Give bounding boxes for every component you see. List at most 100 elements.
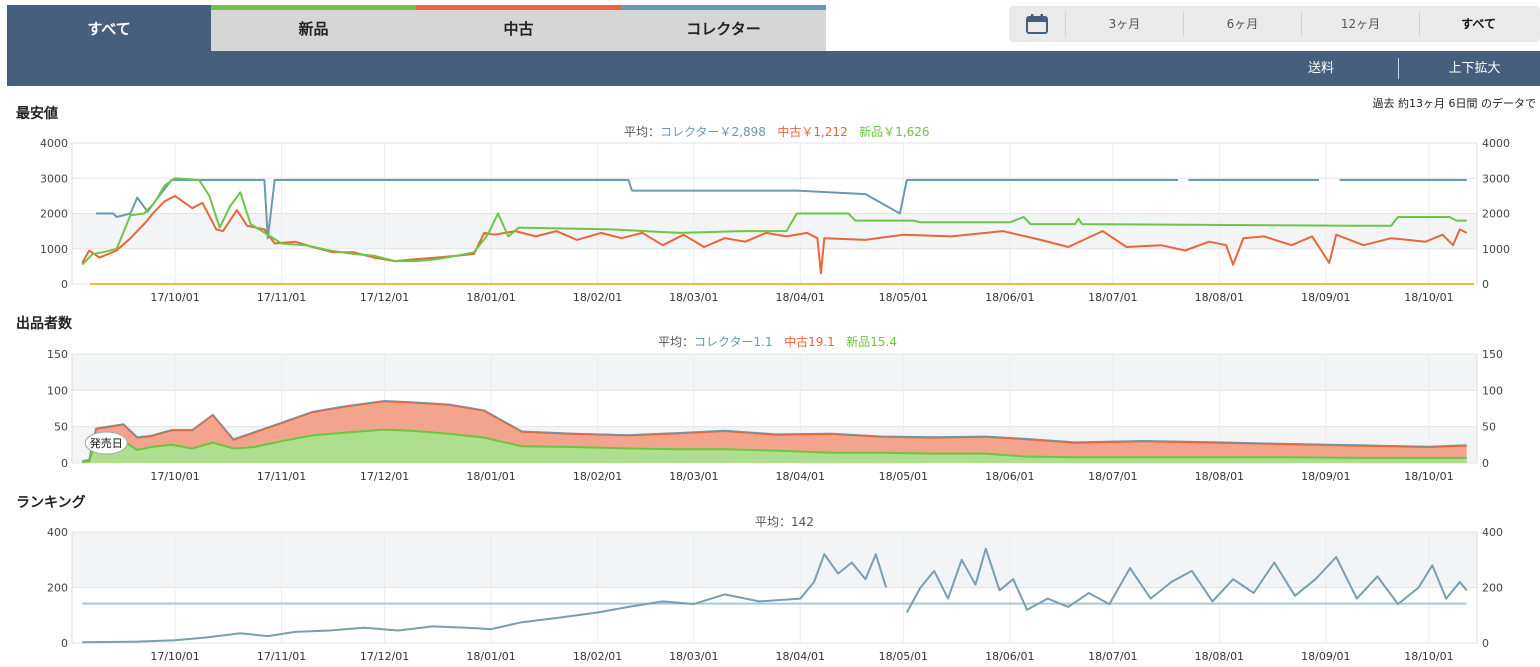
condition-tabs: すべて 新品 中古 コレクター bbox=[7, 5, 826, 51]
y-tick-label: 0 bbox=[1482, 457, 1489, 470]
y-tick-label: 0 bbox=[61, 637, 68, 650]
series-line-collector bbox=[82, 399, 1467, 462]
x-tick-label: 17/10/01 bbox=[150, 650, 199, 663]
y-tick-label: 3000 bbox=[1482, 172, 1510, 185]
x-tick-label: 18/07/01 bbox=[1088, 470, 1137, 483]
series-line-used bbox=[82, 400, 1467, 463]
series-line-collector bbox=[96, 179, 1179, 240]
x-tick-label: 18/07/01 bbox=[1088, 291, 1137, 304]
x-tick-label: 18/02/01 bbox=[573, 291, 622, 304]
y-tick-label: 3000 bbox=[40, 172, 68, 185]
y-tick-label: 0 bbox=[1482, 278, 1489, 291]
avg-collector: コレクター￥2,898 bbox=[660, 125, 766, 139]
top-bar: すべて 新品 中古 コレクター 3ヶ月 6ヶ月 12ヶ月 すべて 送 bbox=[0, 0, 1540, 86]
shipping-button[interactable]: 送料 bbox=[1307, 61, 1334, 76]
x-tick-label: 18/07/01 bbox=[1088, 650, 1137, 663]
tab-all-label: すべて bbox=[87, 19, 131, 38]
tab-used[interactable]: 中古 bbox=[416, 5, 621, 51]
x-tick-label: 18/04/01 bbox=[776, 650, 825, 663]
y-tick-label: 50 bbox=[1482, 421, 1496, 434]
avg-prefix: 平均： bbox=[658, 335, 695, 349]
series-line-new bbox=[82, 428, 1467, 464]
sellers-title: 出品者数 bbox=[16, 316, 72, 332]
tab-accent bbox=[621, 5, 826, 10]
range-selector: 3ヶ月 6ヶ月 12ヶ月 すべて bbox=[1009, 6, 1540, 42]
x-tick-label: 18/09/01 bbox=[1301, 291, 1350, 304]
x-tick-label: 17/10/01 bbox=[150, 291, 199, 304]
avg-used: 中古19.1 bbox=[784, 335, 835, 349]
avg-collector: コレクター1.1 bbox=[694, 335, 773, 349]
tab-collector[interactable]: コレクター bbox=[621, 5, 826, 51]
x-tick-label: 18/08/01 bbox=[1195, 470, 1244, 483]
sellers-average: 平均：コレクター1.1 中古19.1 新品15.4 bbox=[658, 333, 897, 350]
x-tick-label: 18/03/01 bbox=[669, 470, 718, 483]
x-tick-label: 18/05/01 bbox=[879, 291, 928, 304]
x-tick-label: 18/05/01 bbox=[879, 650, 928, 663]
y-tick-label: 400 bbox=[47, 526, 68, 539]
y-tick-label: 200 bbox=[1482, 582, 1503, 595]
range-6-months[interactable]: 6ヶ月 bbox=[1183, 12, 1301, 36]
x-tick-label: 18/10/01 bbox=[1404, 470, 1453, 483]
options-divider bbox=[1398, 58, 1399, 79]
release-date-bubble bbox=[84, 431, 128, 455]
x-tick-label: 18/01/01 bbox=[466, 470, 515, 483]
x-tick-label: 17/11/01 bbox=[257, 291, 306, 304]
y-tick-label: 150 bbox=[47, 348, 68, 361]
x-tick-label: 18/04/01 bbox=[776, 291, 825, 304]
range-3-months[interactable]: 3ヶ月 bbox=[1065, 12, 1183, 36]
avg-prefix: 平均： bbox=[755, 515, 792, 529]
grid-band bbox=[72, 532, 1477, 588]
calendar-icon[interactable] bbox=[1009, 14, 1065, 34]
tab-new-label: 新品 bbox=[298, 19, 329, 38]
x-tick-label: 18/02/01 bbox=[573, 470, 622, 483]
series-line-ranking bbox=[905, 547, 1468, 613]
x-tick-label: 18/03/01 bbox=[669, 650, 718, 663]
options-bar bbox=[7, 51, 1540, 86]
y-tick-label: 1000 bbox=[1482, 243, 1510, 256]
avg-new: 新品15.4 bbox=[846, 335, 897, 349]
ranking-average: 平均：142 bbox=[755, 513, 814, 530]
avg-new: 新品￥1,626 bbox=[859, 125, 930, 139]
x-tick-label: 18/06/01 bbox=[985, 650, 1034, 663]
vertical-zoom-button[interactable]: 上下拡大 bbox=[1448, 61, 1501, 76]
x-tick-label: 18/05/01 bbox=[879, 470, 928, 483]
x-tick-label: 18/01/01 bbox=[466, 291, 515, 304]
range-all[interactable]: すべて bbox=[1419, 12, 1537, 36]
y-tick-label: 50 bbox=[54, 421, 68, 434]
x-tick-label: 18/09/01 bbox=[1301, 470, 1350, 483]
y-tick-label: 0 bbox=[61, 278, 68, 291]
x-tick-label: 18/09/01 bbox=[1301, 650, 1350, 663]
avg-used: 中古￥1,212 bbox=[777, 125, 848, 139]
tab-all[interactable]: すべて bbox=[7, 5, 211, 51]
y-tick-label: 150 bbox=[1482, 348, 1503, 361]
tab-collector-label: コレクター bbox=[686, 19, 761, 38]
tab-accent bbox=[211, 5, 416, 10]
y-tick-label: 4000 bbox=[1482, 137, 1510, 150]
grid-band bbox=[72, 354, 1477, 391]
area-new bbox=[82, 429, 1467, 463]
y-tick-label: 2000 bbox=[40, 208, 68, 221]
y-tick-label: 100 bbox=[1482, 384, 1503, 397]
x-tick-label: 17/12/01 bbox=[360, 470, 409, 483]
x-tick-label: 18/10/01 bbox=[1404, 291, 1453, 304]
release-date-label: 発売日 bbox=[90, 436, 123, 450]
range-12-months[interactable]: 12ヶ月 bbox=[1301, 12, 1419, 36]
x-tick-label: 17/11/01 bbox=[257, 650, 306, 663]
x-tick-label: 18/01/01 bbox=[466, 650, 515, 663]
tab-new[interactable]: 新品 bbox=[211, 5, 416, 51]
y-tick-label: 1000 bbox=[40, 243, 68, 256]
ranking-title: ランキング bbox=[16, 495, 86, 511]
series-line-new bbox=[81, 177, 1467, 266]
y-tick-label: 0 bbox=[61, 457, 68, 470]
x-tick-label: 17/11/01 bbox=[257, 470, 306, 483]
x-tick-label: 17/12/01 bbox=[360, 650, 409, 663]
x-tick-label: 18/10/01 bbox=[1404, 650, 1453, 663]
x-tick-label: 18/02/01 bbox=[573, 650, 622, 663]
x-tick-label: 18/08/01 bbox=[1195, 291, 1244, 304]
price-title: 最安値 bbox=[16, 106, 58, 122]
x-tick-label: 17/10/01 bbox=[150, 470, 199, 483]
y-tick-label: 200 bbox=[47, 582, 68, 595]
y-tick-label: 400 bbox=[1482, 526, 1503, 539]
tab-used-label: 中古 bbox=[503, 19, 534, 38]
